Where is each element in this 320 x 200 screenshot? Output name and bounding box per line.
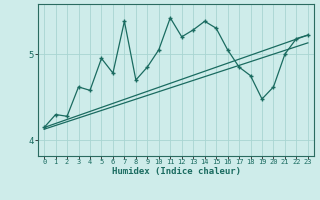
X-axis label: Humidex (Indice chaleur): Humidex (Indice chaleur)	[111, 167, 241, 176]
